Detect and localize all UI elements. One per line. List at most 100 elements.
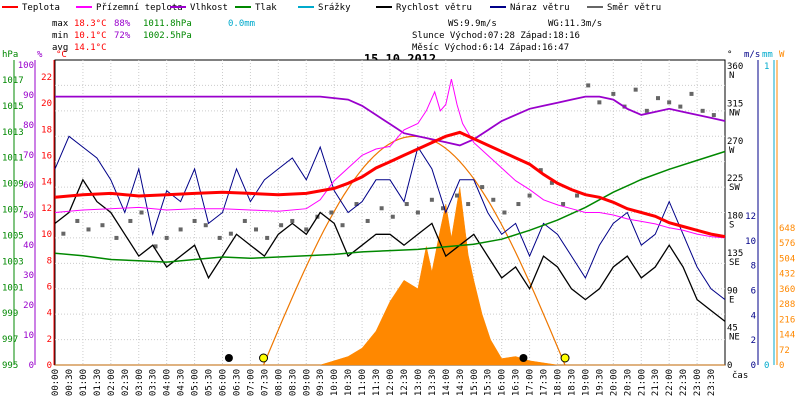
stats-max-hum: 88% <box>114 19 131 29</box>
stats-max-temp: 18.3°C <box>74 19 107 29</box>
x-tick-1: 00:30 <box>65 369 75 396</box>
x-tick-47: 23:30 <box>707 369 717 396</box>
wind-direction-point-19 <box>304 227 309 232</box>
axis-deg-tick-4: 180 <box>727 212 743 222</box>
wind-direction-point-13 <box>228 231 233 236</box>
wind-direction-point-34 <box>491 197 496 202</box>
solar-radiation-area <box>55 187 725 366</box>
stats-block: max 18.3°C 88% 1011.8hPa 0.0mm min 10.1°… <box>52 19 602 53</box>
wind-direction-point-18 <box>290 218 295 223</box>
axis-w-tick-1: 576 <box>779 239 795 249</box>
wind-direction-point-52 <box>700 108 705 113</box>
axis-pct-unit: % <box>37 50 43 60</box>
pressure-line <box>54 150 726 263</box>
axis-deg-unit: ° <box>727 50 732 60</box>
x-tick-36: 18:00 <box>554 369 564 396</box>
stats-avg-label: avg <box>52 43 68 53</box>
axes: hPa1017101510131011100910071005100310019… <box>2 50 795 371</box>
axis-pct-tick-9: 10 <box>23 331 34 341</box>
x-tick-12: 06:00 <box>219 369 229 396</box>
axis-c-tick-1: 20 <box>41 99 52 109</box>
sunset-marker <box>560 353 570 363</box>
axis-deg-tick-1: 315 <box>727 99 743 109</box>
stats-max-label: max <box>52 19 69 29</box>
stats-max-press: 1011.8hPa <box>143 19 192 29</box>
axis-c-tick-0: 22 <box>41 73 52 83</box>
x-tick-17: 08:30 <box>288 369 298 396</box>
legend: Teplota Přízemní teplota Vlhkost Tlak Srážky… <box>0 0 800 14</box>
axis-hpa-unit: hPa <box>2 50 18 60</box>
x-tick-19: 09:30 <box>316 369 326 396</box>
wind-direction-point-23 <box>354 202 359 207</box>
wind-direction-point-46 <box>633 87 638 92</box>
axis-w-tick-4: 360 <box>779 285 795 295</box>
wind-direction-point-33 <box>480 185 485 190</box>
axis-pct-tick-6: 40 <box>23 241 34 251</box>
wind-direction-point-8 <box>164 235 169 240</box>
stats-min-hum: 72% <box>114 31 131 41</box>
axis-hpa-tick-0: 1017 <box>2 76 24 86</box>
x-tick-25: 12:30 <box>400 369 410 396</box>
axis-w-tick-7: 144 <box>779 331 795 341</box>
wind-direction-point-47 <box>644 108 649 113</box>
axis-w-unit: W <box>779 50 785 60</box>
wind-direction-point-28 <box>415 210 420 215</box>
x-tick-29: 14:30 <box>456 369 466 396</box>
legend-entry-1: Přízemní teplota <box>96 3 183 13</box>
axis-hpa-tick-6: 1005 <box>2 231 24 241</box>
wind-direction-point-17 <box>279 223 284 228</box>
axis-dir-tick-3: SW <box>729 183 740 193</box>
axis-c-tick-3: 16 <box>41 152 52 162</box>
axis-deg-tick-7: 45 <box>727 324 738 334</box>
ground-temperature-line <box>54 78 726 239</box>
axis-ms-tick-1: 10 <box>745 237 756 247</box>
wind-speed-line <box>54 178 726 322</box>
legend-entry-5: Rychlost větru <box>396 3 472 13</box>
wind-direction-point-41 <box>575 193 580 198</box>
axis-hpa-tick-7: 1003 <box>2 257 24 267</box>
wind-direction-point-5 <box>128 218 133 223</box>
wind-direction-point-48 <box>656 96 660 101</box>
wind-direction-point-3 <box>100 223 105 228</box>
wind-direction-point-29 <box>429 197 434 202</box>
x-tick-45: 22:30 <box>679 369 689 396</box>
axis-hpa-tick-3: 1011 <box>2 154 24 164</box>
x-tick-42: 21:00 <box>637 369 647 396</box>
humidity-line <box>55 95 726 147</box>
x-tick-7: 03:30 <box>149 369 159 396</box>
wind-direction-point-21 <box>329 210 334 215</box>
x-tick-16: 08:00 <box>274 369 284 396</box>
stats-wg: WG:11.3m/s <box>548 19 602 29</box>
axis-deg-tick-3: 225 <box>727 174 743 184</box>
axis-w-tick-0: 648 <box>779 224 795 234</box>
axis-dir-tick-1: NW <box>729 108 740 118</box>
x-tick-6: 03:00 <box>135 369 145 396</box>
wind-direction-point-11 <box>203 223 208 228</box>
x-tick-5: 02:30 <box>121 369 131 396</box>
axis-w-tick-5: 288 <box>779 300 795 310</box>
axis-dir-tick-4: S <box>729 221 734 231</box>
legend-entry-2: Vlhkost <box>190 3 228 13</box>
axis-w-tick-3: 432 <box>779 270 795 280</box>
stats-sun: Slunce Východ:07:28 Západ:18:16 <box>412 31 580 41</box>
x-tick-43: 21:30 <box>651 369 661 396</box>
x-tick-10: 05:00 <box>191 369 201 396</box>
line-series <box>54 78 726 322</box>
axis-pct-tick-10: 0 <box>29 361 34 371</box>
axis-w-tick-6: 216 <box>779 315 795 325</box>
axis-mm-unit: mm <box>762 50 773 60</box>
axis-hpa-tick-1: 1015 <box>2 102 24 112</box>
axis-mm-tick-0: 1 <box>764 62 769 72</box>
x-tick-13: 06:30 <box>233 369 243 396</box>
wind-direction-point-37 <box>527 193 532 198</box>
wind-direction-point-49 <box>667 100 672 105</box>
axis-pct-tick-5: 50 <box>23 211 34 221</box>
axis-ms-tick-2: 8 <box>751 262 756 272</box>
wind-direction-point-10 <box>192 218 197 223</box>
wind-direction-point-36 <box>516 202 521 207</box>
axis-deg-tick-0: 360 <box>727 62 743 72</box>
x-tick-0: 00:00 <box>51 369 61 396</box>
axis-hpa-tick-11: 995 <box>2 361 18 371</box>
axis-c-tick-4: 14 <box>41 178 52 188</box>
x-tick-44: 22:00 <box>665 369 675 396</box>
